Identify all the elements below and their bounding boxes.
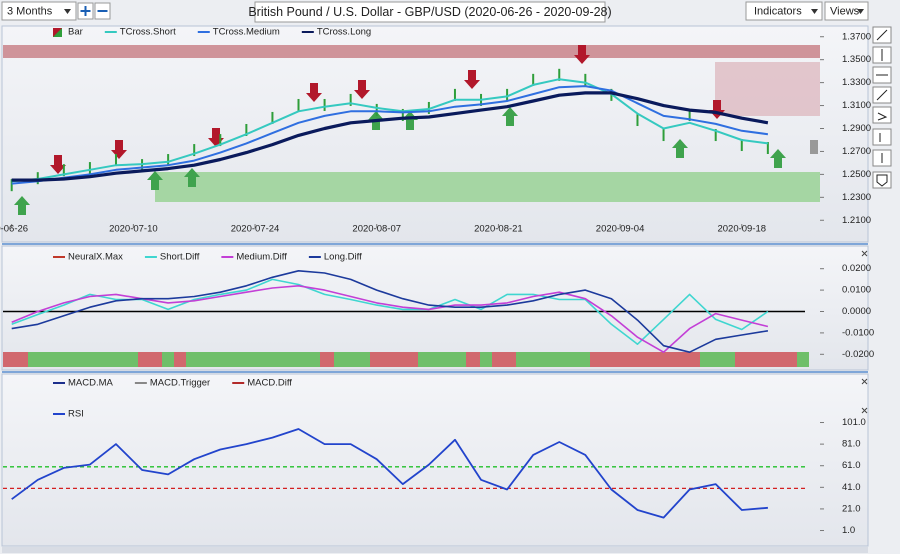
price-bar	[740, 139, 743, 152]
price-bar	[688, 108, 691, 121]
y-tick-label: 1.2900	[842, 123, 871, 134]
regime-strip	[3, 352, 809, 367]
legend-label: Medium.Diff	[236, 252, 287, 263]
legend-label: NeuralX.Max	[68, 252, 123, 263]
indicators-label: Indicators	[754, 5, 802, 17]
x-tick-label: 2020-09-04	[596, 224, 645, 235]
y-tick-label: 1.3100	[842, 100, 871, 111]
y-tick-label: 0.0000	[842, 306, 871, 317]
legend-label: TCross.Short	[120, 27, 176, 38]
scroll-handle[interactable]	[810, 140, 818, 154]
legend-label: TCross.Medium	[213, 27, 280, 38]
series-line	[11, 285, 769, 353]
price-bar	[297, 98, 300, 111]
y-tick-label: 1.2500	[842, 169, 871, 180]
price-bar	[219, 134, 222, 147]
legend-swatch	[53, 28, 62, 37]
price-bar	[453, 88, 456, 101]
price-bar	[114, 154, 117, 167]
y-tick-label: 21.0	[842, 503, 861, 514]
y-tick-label: 1.3700	[842, 31, 871, 42]
legend-label: MACD.Diff	[247, 378, 292, 389]
price-bar	[375, 103, 378, 116]
legend-label: MACD.MA	[68, 378, 114, 389]
dropdown-arrow	[857, 9, 864, 14]
legend-label: MACD.Trigger	[150, 378, 210, 389]
legend-label: Bar	[68, 27, 83, 38]
price-bar	[506, 88, 509, 101]
x-tick-label: 2020-09-18	[717, 224, 766, 235]
price-bar	[766, 142, 769, 154]
title-box	[254, 1, 606, 23]
range-label: 3 Months	[7, 5, 53, 17]
legend-label: TCross.Long	[317, 27, 371, 38]
price-bar	[271, 111, 274, 124]
series-line	[11, 428, 768, 519]
y-tick-label: 0.0200	[842, 263, 871, 274]
y-tick-label: 1.2700	[842, 146, 871, 157]
x-tick-label: 2020-08-21	[474, 224, 523, 235]
price-panel	[1, 25, 869, 243]
y-tick-label: 1.2300	[842, 192, 871, 203]
price-bar	[62, 164, 65, 177]
x-tick-label: 2020-07-24	[231, 224, 280, 235]
panel-close-buttons[interactable]	[861, 250, 868, 414]
legend-label: RSI	[68, 409, 84, 420]
series-line	[11, 85, 769, 185]
y-tick-label: 0.0100	[842, 285, 871, 296]
resistance-zone	[3, 45, 820, 58]
price-bar	[558, 68, 561, 81]
y-tick-label: -0.0100	[842, 327, 874, 338]
y-tick-label: 101.0	[842, 417, 866, 428]
series-line	[11, 91, 769, 182]
y-tick-label: 81.0	[842, 439, 861, 450]
y-tick-label: -0.0200	[842, 349, 874, 360]
chart-title: British Pound / U.S. Dollar - GBP/USD (2…	[248, 5, 611, 19]
range-select[interactable]	[1, 1, 77, 21]
plus-icon	[80, 6, 91, 16]
sell-signals	[50, 45, 725, 174]
price-bar	[584, 73, 587, 86]
resistance-zone	[715, 62, 820, 116]
dropdown-arrow	[811, 9, 818, 14]
price-bar	[662, 129, 665, 142]
price-bar	[532, 73, 535, 86]
x-tick-label: 0-06-26	[0, 224, 28, 235]
price-bar	[323, 98, 326, 111]
y-tick-label: 41.0	[842, 482, 861, 493]
y-tick-label: 1.3500	[842, 54, 871, 65]
series-line	[11, 78, 769, 183]
tool-icons	[876, 29, 888, 187]
indicators-button[interactable]	[745, 1, 823, 21]
x-tick-label: 2020-08-07	[352, 224, 401, 235]
price-bar	[714, 129, 717, 142]
x-tick-label: 2020-07-10	[109, 224, 158, 235]
price-bar	[193, 144, 196, 157]
price-bar	[88, 162, 91, 175]
support-zone	[155, 172, 820, 202]
price-bar	[167, 154, 170, 167]
scrollbar[interactable]	[2, 547, 868, 553]
legend-label: Long.Diff	[324, 252, 362, 263]
price-bar	[245, 123, 248, 136]
price-bar	[10, 179, 13, 192]
y-tick-label: 1.2100	[842, 215, 871, 226]
dropdown-arrow	[64, 9, 71, 14]
y-tick-label: 61.0	[842, 460, 861, 471]
price-bar	[401, 108, 404, 121]
y-tick-label: 1.3300	[842, 77, 871, 88]
series-line	[11, 270, 769, 353]
y-tick-label: 1.0	[842, 525, 855, 536]
views-label: Views	[830, 5, 860, 17]
views-button[interactable]	[824, 1, 869, 21]
price-bar	[349, 93, 352, 106]
price-bar	[636, 114, 639, 127]
legend-label: Short.Diff	[160, 252, 200, 263]
